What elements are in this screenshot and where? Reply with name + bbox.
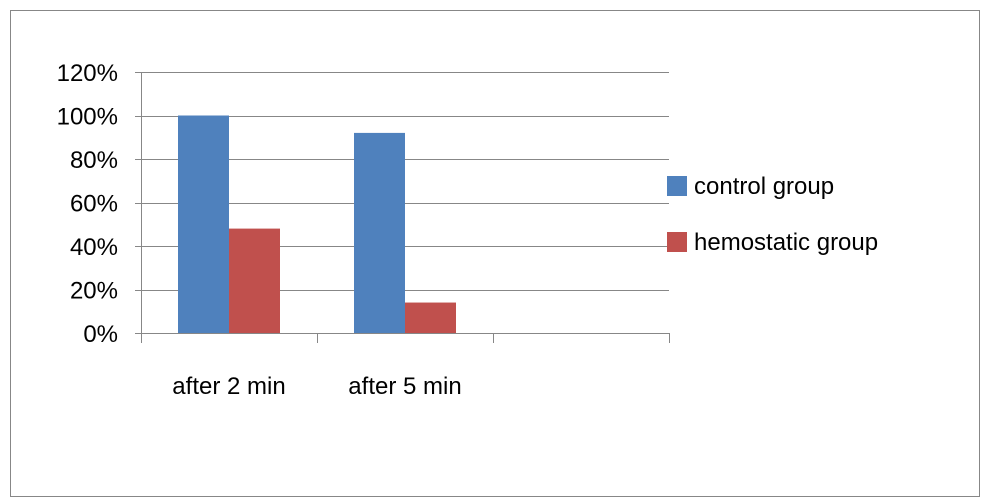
bar-hemostatic-0 xyxy=(229,228,280,333)
x-tick-label: after 5 min xyxy=(348,373,461,400)
bar-hemostatic-1 xyxy=(405,302,456,333)
legend: control group hemostatic group xyxy=(667,173,878,256)
bar-control-1 xyxy=(354,132,405,333)
y-tick-label: 120% xyxy=(57,60,118,87)
bar-control-0 xyxy=(178,115,229,333)
x-tick-label: after 2 min xyxy=(172,373,285,400)
y-tick-label: 20% xyxy=(70,278,118,305)
y-axis-tick-labels: 0% 20% 40% 60% 80% 100% 120% xyxy=(57,60,118,348)
legend-label: hemostatic group xyxy=(694,229,878,256)
y-tick-label: 100% xyxy=(57,104,118,131)
axes xyxy=(135,72,670,343)
bars xyxy=(178,115,456,333)
legend-swatch xyxy=(667,232,687,252)
y-tick-label: 0% xyxy=(83,321,118,348)
x-axis-tick-labels: after 2 min after 5 min xyxy=(172,373,461,400)
chart-frame xyxy=(10,10,980,497)
y-tick-label: 60% xyxy=(70,191,118,218)
legend-label: control group xyxy=(694,173,834,200)
y-tick-label: 40% xyxy=(70,234,118,261)
y-tick-label: 80% xyxy=(70,147,118,174)
legend-swatch xyxy=(667,176,687,196)
